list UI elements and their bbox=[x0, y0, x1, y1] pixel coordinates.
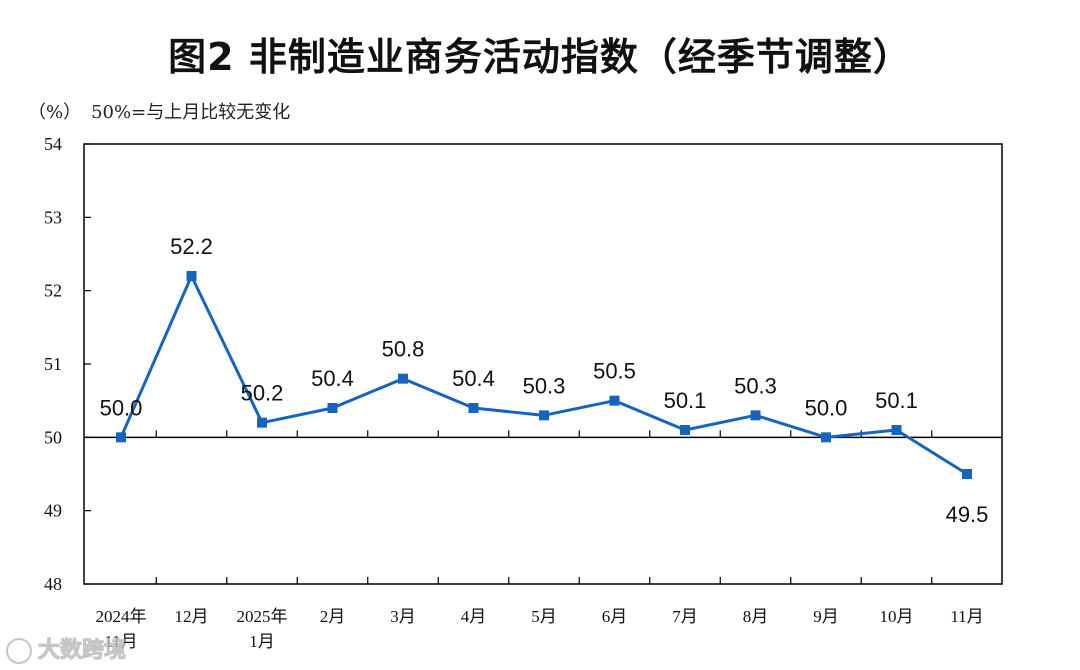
data-label: 50.3 bbox=[523, 373, 566, 398]
watermark-logo-icon bbox=[6, 638, 32, 664]
data-label: 52.2 bbox=[170, 234, 213, 259]
data-point-marker bbox=[962, 469, 972, 479]
data-label: 50.4 bbox=[311, 366, 354, 391]
x-tick-label: 3月 bbox=[390, 607, 416, 626]
data-label: 50.3 bbox=[734, 373, 777, 398]
x-tick-label: 8月 bbox=[743, 607, 769, 626]
reference-note: 50%=与上月比较无变化 bbox=[91, 102, 291, 123]
y-axis-unit-note: （%） 50%=与上月比较无变化 bbox=[28, 98, 300, 124]
data-label: 50.4 bbox=[452, 366, 495, 391]
data-point-marker bbox=[116, 432, 126, 443]
data-point-marker bbox=[398, 373, 408, 384]
x-tick-label: 12月 bbox=[175, 607, 209, 626]
x-tick-label: 11月 bbox=[104, 632, 137, 651]
data-point-marker bbox=[539, 410, 549, 421]
y-tick-label: 53 bbox=[44, 207, 62, 227]
data-label: 50.5 bbox=[593, 359, 636, 384]
data-point-marker bbox=[327, 403, 338, 413]
watermark-text: 大数跨境 bbox=[37, 638, 127, 664]
x-tick-label: 2月 bbox=[320, 607, 346, 626]
x-tick-label: 10月 bbox=[880, 607, 914, 626]
data-point-marker bbox=[821, 432, 831, 443]
x-tick-label: 1月 bbox=[249, 632, 275, 651]
data-point-marker bbox=[891, 425, 902, 435]
y-tick-label: 49 bbox=[44, 501, 62, 521]
x-tick-label: 7月 bbox=[672, 607, 698, 626]
data-point-marker bbox=[750, 410, 761, 421]
x-tick-label: 6月 bbox=[602, 607, 628, 626]
x-tick-label: 5月 bbox=[531, 607, 557, 626]
data-label: 50.1 bbox=[664, 388, 707, 413]
y-tick-label: 48 bbox=[44, 574, 62, 594]
x-tick-label: 4月 bbox=[461, 607, 487, 626]
y-tick-label: 54 bbox=[44, 134, 62, 154]
y-tick-label: 52 bbox=[44, 281, 62, 301]
x-tick-label: 11月 bbox=[950, 607, 983, 626]
data-label: 50.0 bbox=[805, 395, 848, 420]
data-label: 50.1 bbox=[875, 388, 918, 413]
data-label: 50.8 bbox=[382, 337, 425, 362]
data-label: 49.5 bbox=[946, 502, 989, 527]
y-tick-label: 51 bbox=[44, 354, 62, 374]
watermark: 大数跨境 bbox=[6, 632, 127, 664]
chart-title: 图2 非制造业商务活动指数（经季节调整） bbox=[168, 35, 912, 79]
x-tick-label: 2025年 bbox=[237, 607, 288, 626]
x-tick-label: 9月 bbox=[813, 607, 839, 626]
y-tick-label: 50 bbox=[44, 427, 62, 447]
data-point-marker bbox=[680, 425, 690, 435]
data-point-marker bbox=[257, 417, 267, 428]
data-label: 50.2 bbox=[241, 381, 284, 406]
y-axis-unit: （%） bbox=[28, 102, 82, 123]
x-tick-label: 2024年 bbox=[96, 607, 147, 626]
data-point-marker bbox=[468, 403, 479, 413]
plot-frame bbox=[83, 143, 1003, 585]
data-point-marker bbox=[609, 395, 620, 406]
data-point-marker bbox=[186, 271, 197, 281]
data-label: 50.0 bbox=[100, 395, 143, 420]
